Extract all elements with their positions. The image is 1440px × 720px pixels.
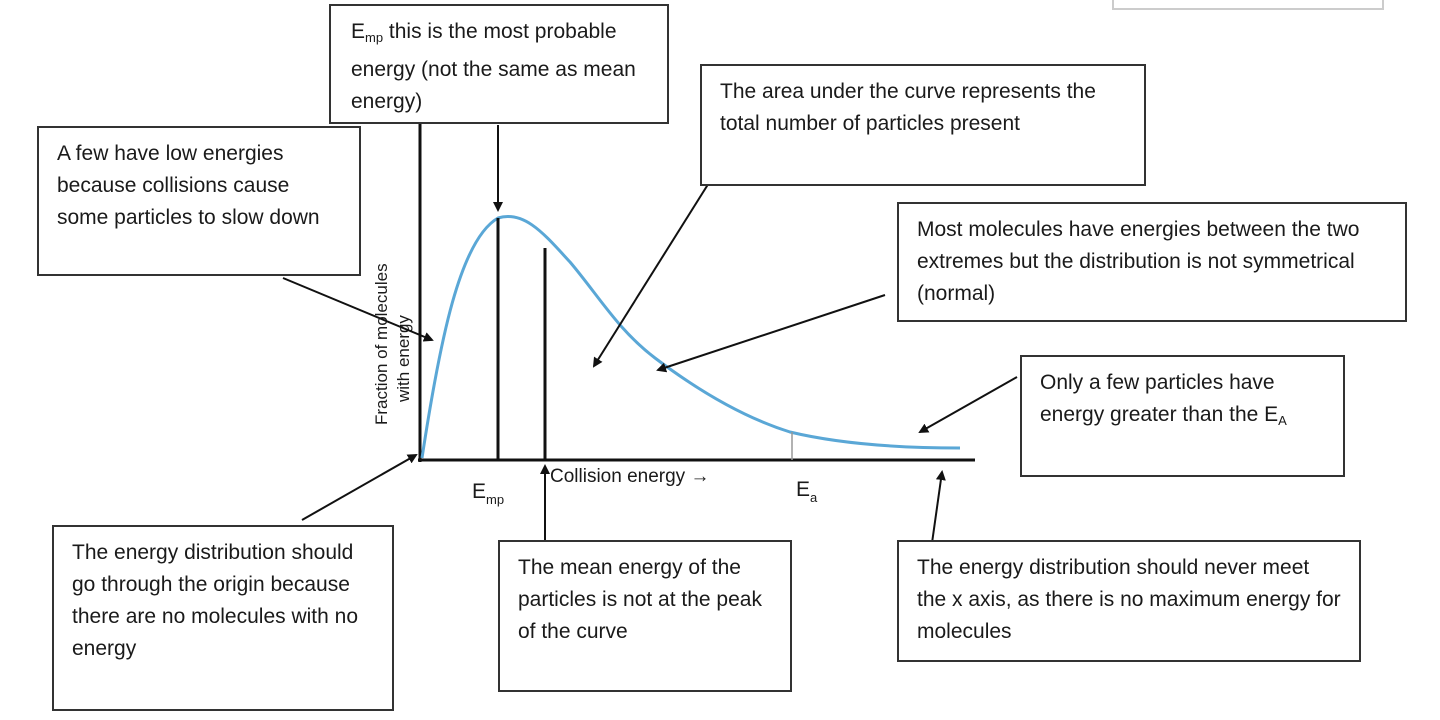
origin-arrow <box>301 454 418 521</box>
never-meet-arrow <box>931 470 946 544</box>
few-particles-arrow <box>918 376 1018 433</box>
low-energy-arrow <box>282 277 434 342</box>
y-axis-label-line2: with energy <box>394 315 413 403</box>
y-axis-label-line1: Fraction of molecules <box>372 263 391 425</box>
low-energies-callout: A few have low energies because collisio… <box>37 126 361 276</box>
most-molecules-callout: Most molecules have energies between the… <box>897 202 1407 322</box>
mean-energy-callout: The mean energy of the particles is not … <box>498 540 792 692</box>
origin-callout: The energy distribution should go throug… <box>52 525 394 711</box>
top-right-decoration <box>1112 0 1384 10</box>
emp-callout: Emp this is the most probable energy (no… <box>329 4 669 124</box>
distribution-curve <box>420 215 961 459</box>
never-meet-callout: The energy distribution should never mee… <box>897 540 1361 662</box>
ea-axis-label: Ea <box>796 478 818 505</box>
area-arrow <box>592 169 718 368</box>
x-axis-label: Collision energy → <box>550 466 709 487</box>
few-particles-callout: Only a few particles have energy greater… <box>1020 355 1345 477</box>
most-molecules-arrow <box>656 294 886 373</box>
area-under-curve-callout: The area under the curve represents the … <box>700 64 1146 186</box>
emp-axis-label: Emp <box>472 480 504 507</box>
